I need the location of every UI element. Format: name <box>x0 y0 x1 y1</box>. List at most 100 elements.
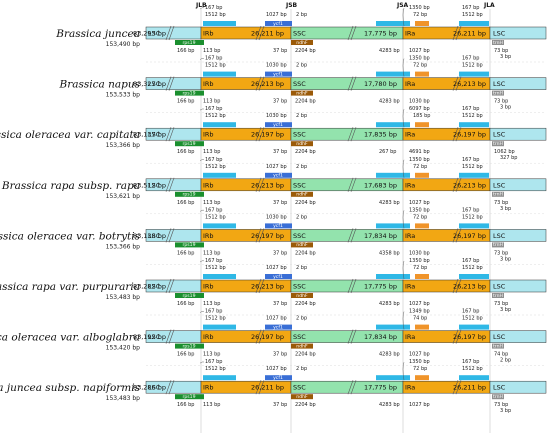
jlb-bottom-1: 166 bp <box>177 48 194 54</box>
ndhF-gene <box>291 40 313 45</box>
ssc-break-mark-a <box>347 76 354 91</box>
irb-label: IRb <box>203 384 214 392</box>
lsc-label: LSC <box>148 333 161 341</box>
jlb-top-1: 167 bp <box>205 207 222 213</box>
trnH-gene <box>492 191 504 197</box>
junction-header: JLB JSB JSA JLA <box>195 2 495 9</box>
jsa-top-2: 72 bp <box>413 214 427 220</box>
rpl2-gene-ira <box>459 324 489 330</box>
ira-break-mark-a <box>452 25 459 41</box>
lsc-break-mark-b <box>168 177 175 192</box>
ycf1-gene-jsb <box>265 375 292 381</box>
jsa-bottom-1: 4283 bp <box>379 200 400 206</box>
irb-break-mark-a <box>255 127 262 142</box>
jlb-arrow <box>199 209 205 212</box>
rps19-gene-label: rps19 <box>182 192 195 198</box>
ssc-label: SSC <box>293 80 306 88</box>
jlb-bottom-2: 113 bp <box>203 352 220 358</box>
ssc-length: 17,683 bp <box>364 181 397 189</box>
jlb-top-2: 1512 bp <box>205 366 226 372</box>
trnH-gene-label: trnH <box>493 242 503 248</box>
lsc-label: LSC <box>148 384 161 392</box>
genome-length: 153,483 bp <box>106 294 141 301</box>
ssc-break-mark-b <box>350 127 357 142</box>
jlb-arrow <box>199 159 205 161</box>
jlb-top-2: 1512 bp <box>205 113 226 119</box>
ycf1-gene-jsa <box>376 375 410 381</box>
jlb-arrow <box>199 108 205 111</box>
jsb-bottom-2: 2204 bp <box>295 352 316 358</box>
lsc-break-mark-a <box>165 76 172 91</box>
jlb-bottom-2: 113 bp <box>203 48 220 54</box>
jsa-arrow <box>402 362 405 381</box>
lsc-label-right: LSC <box>493 333 506 341</box>
ndhF-gene <box>291 242 313 248</box>
ssc-label: SSC <box>293 333 306 341</box>
ira-break-mark-a <box>452 329 459 344</box>
ssc-length: 17,780 bp <box>364 80 397 88</box>
jsb-top-2: 2 bp <box>296 63 307 69</box>
jsa-top-1: 1350 bp <box>409 207 430 213</box>
jla-bottom-1: 73 bp <box>494 402 508 408</box>
trnH-gene-label: trnH <box>493 293 503 299</box>
ndhF-gene <box>291 343 313 349</box>
ssc-break-mark-a <box>347 25 354 41</box>
lsc-length: 83,138 bp <box>133 232 166 240</box>
lsc-region-right <box>489 380 547 394</box>
jsb-top-1: 1027 bp <box>266 265 287 271</box>
ira-break-mark-b <box>455 25 462 41</box>
ndhF-gene-label: ndhF <box>296 192 308 198</box>
irb-label: IRb <box>203 232 214 240</box>
ssc-length: 17,775 bp <box>364 283 397 291</box>
jlb-top-2: 1512 bp <box>205 12 226 18</box>
jla-top-2: 1512 bp <box>462 366 483 372</box>
ssc-break-mark-a <box>347 329 354 344</box>
genome-length: 153,420 bp <box>106 345 141 352</box>
rpl2-gene-irb <box>203 223 236 229</box>
jla-bottom-2: 2 bp <box>500 358 511 364</box>
genome-length: 153,621 bp <box>106 193 141 200</box>
jlb-bottom-1: 166 bp <box>177 301 194 307</box>
ssc-length: 17,775 bp <box>364 384 397 392</box>
jla-top-1: 167 bp <box>462 56 479 62</box>
ira-break-mark-a <box>452 278 459 294</box>
jsa-arrow <box>402 109 405 128</box>
lsc-break-mark-b <box>168 76 175 91</box>
jlb-top-1: 167 bp <box>205 157 222 163</box>
jlb-top-2: 1512 bp <box>205 164 226 170</box>
jla-bottom-2: 3 bp <box>500 206 511 212</box>
trnN-gene-ira <box>415 71 429 77</box>
jsa-bottom-2: 1027 bp <box>409 402 430 408</box>
lsc-length: 83,192 bp <box>133 333 166 341</box>
lsc-region-right <box>489 26 547 40</box>
ira-length: 26,211 bp <box>453 30 486 38</box>
jla-top-1: 167 bp <box>462 258 479 264</box>
ira-break-mark-a <box>452 177 459 192</box>
jlb-bottom-1: 166 bp <box>177 99 194 105</box>
ndhF-gene <box>291 90 313 96</box>
rps19-gene-label: rps19 <box>182 141 195 147</box>
ycf1-gene-label: ycf1 <box>273 71 283 77</box>
irb-label: IRb <box>203 80 214 88</box>
ndhF-gene-label: ndhF <box>296 90 308 96</box>
rps19-gene <box>175 90 204 96</box>
ssc-break-mark-b <box>350 278 357 294</box>
trnH-gene <box>492 293 504 298</box>
lsc-length: 83,137 bp <box>133 131 166 139</box>
jsb-bottom-2: 2204 bp <box>295 48 316 54</box>
jsa-bottom-1: 4283 bp <box>379 48 400 54</box>
lsc-region-right <box>489 279 547 293</box>
lsc-length: 83,282 bp <box>133 283 166 291</box>
rpl2-gene-ira <box>459 223 489 229</box>
irb-break-mark-a <box>255 329 262 344</box>
track-6: Brassica oleracea var. alboglabra153,420… <box>0 309 547 366</box>
ssc-length: 17,835 bp <box>364 131 397 139</box>
genome-length: 153,483 bp <box>106 395 141 402</box>
irb-length: 26,197 bp <box>251 333 284 341</box>
jsa-top-2: 74 bp <box>413 316 427 322</box>
trnH-gene <box>492 242 504 248</box>
jsb-top-1: 1027 bp <box>266 164 287 170</box>
